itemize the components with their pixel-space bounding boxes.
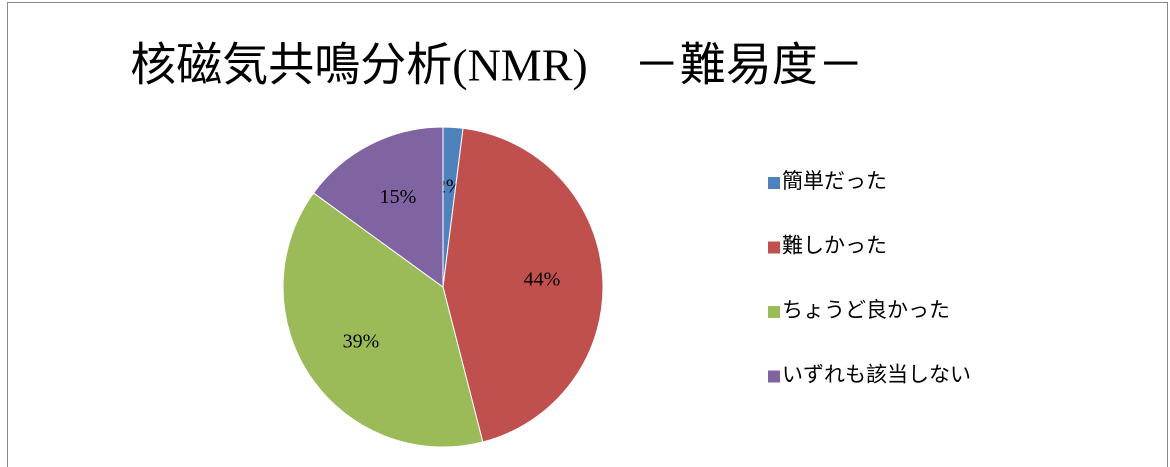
data-label: 39% bbox=[343, 330, 380, 352]
pie-slice bbox=[442, 127, 604, 443]
legend-swatch bbox=[768, 370, 780, 383]
legend-swatch bbox=[768, 241, 780, 254]
legend-label: いずれも該当しない bbox=[782, 362, 971, 386]
data-label: 44% bbox=[524, 268, 561, 290]
data-label: 15% bbox=[380, 186, 417, 208]
legend-label: 難しかった bbox=[782, 233, 887, 257]
pie-slice bbox=[312, 126, 444, 288]
pie-slice bbox=[282, 192, 484, 448]
chart-title: 核磁気共鳴分析(NMR) －難易度－ bbox=[130, 40, 863, 91]
legend-swatch bbox=[768, 306, 780, 318]
legend-swatch bbox=[768, 177, 780, 189]
legend-label: 簡単だった bbox=[782, 169, 887, 193]
legend-label: ちょうど良かった bbox=[782, 298, 950, 322]
